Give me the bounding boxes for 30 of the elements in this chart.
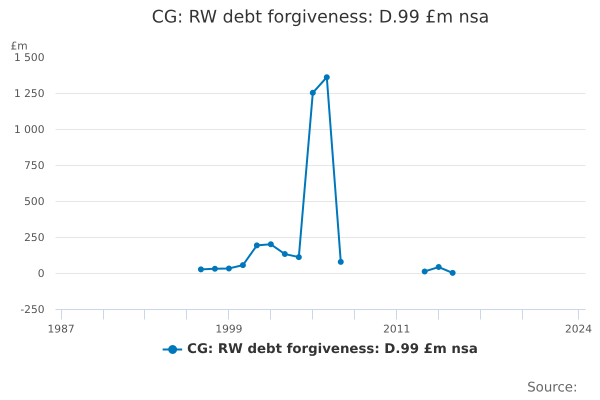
point — [240, 262, 246, 268]
source-note: Source: — [527, 380, 578, 396]
point — [436, 264, 442, 270]
y-tick-label: 1 000 — [14, 123, 45, 136]
point — [226, 265, 232, 272]
point — [338, 258, 344, 265]
x-tick-label: 1999 — [215, 322, 243, 336]
y-tick-label: 250 — [24, 231, 45, 244]
point — [268, 241, 274, 248]
point — [324, 74, 330, 80]
point — [422, 268, 428, 274]
point — [198, 266, 204, 272]
y-tick-label: -250 — [20, 303, 45, 316]
legend-label: CG: RW debt forgiveness: D.99 £m nsa — [187, 342, 478, 356]
point — [450, 270, 456, 276]
point — [212, 266, 218, 272]
y-tick-label: 1 250 — [14, 87, 45, 100]
y-tick-label: 0 — [38, 267, 45, 280]
y-tick-label: 500 — [24, 195, 45, 208]
point — [254, 242, 260, 248]
y-tick-label: 1 500 — [14, 51, 45, 64]
x-tick-label: 1987 — [48, 322, 75, 336]
x-tick-label: 2024 — [564, 322, 592, 336]
y-axis-title: £m — [10, 40, 28, 52]
x-tick-label: 2011 — [383, 322, 410, 336]
point — [296, 254, 302, 260]
y-tick-label: 750 — [24, 159, 45, 172]
point — [310, 90, 316, 96]
chart-title: CG: RW debt forgiveness: D.99 £m nsa — [152, 8, 490, 28]
point — [282, 251, 288, 258]
